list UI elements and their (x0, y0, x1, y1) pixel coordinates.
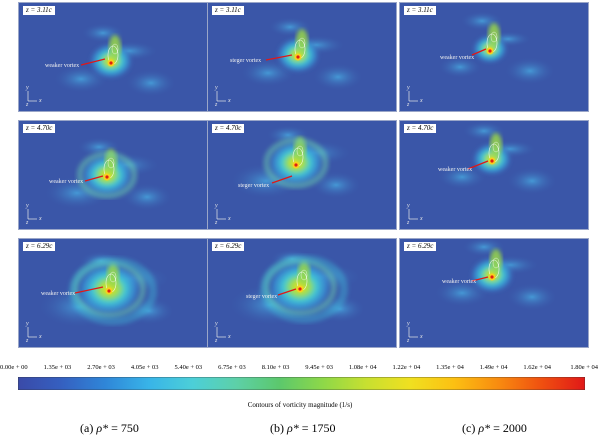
contour-panel-a-row2: z = 4.70c weaker vortex y x z (18, 120, 208, 230)
vortex-label: steger vortex (238, 183, 270, 189)
colorbar-tick-label: 1.22e + 04 (392, 364, 421, 371)
x-axis-label: x (39, 334, 42, 340)
colorbar-tick-label: 1.62e + 04 (523, 364, 552, 371)
z-axis-label: z (407, 220, 410, 226)
vorticity-contour-field (208, 239, 396, 347)
x-axis-label: x (39, 216, 42, 222)
vorticity-contour-field (400, 3, 588, 111)
z-position-label: z = 4.70c (212, 124, 245, 133)
colorbar-tick-label: 8.10e + 03 (261, 364, 290, 371)
colorbar (18, 377, 585, 390)
coordinate-axes: y x z (214, 321, 236, 344)
colorbar-tick-label: 1.35e + 04 (436, 364, 464, 371)
z-axis-label: z (26, 102, 29, 108)
vorticity-contour-field (208, 3, 396, 111)
caption-c: (c) ρ* = 2000 (462, 421, 527, 435)
contour-panel-a-row1: z = 3.11c weaker vortex y x z (18, 2, 208, 112)
colorbar-tick-label: 6.75e + 03 (218, 364, 246, 371)
vortex-label: weaker vortex (41, 291, 76, 297)
vorticity-contour-field (19, 239, 207, 347)
contour-panel-c-row2: z = 4.70c weaker vortex y x z (399, 120, 589, 230)
coordinate-axes: y x z (214, 203, 236, 226)
y-axis-label: y (215, 85, 218, 91)
contour-panel-a-row3: z = 6.29c weaker vortex y x z (18, 238, 208, 348)
colorbar-tick-label: 5.40e + 03 (174, 364, 203, 371)
coordinate-axes: y x z (25, 85, 47, 108)
z-position-label: z = 6.29c (404, 242, 437, 251)
vorticity-contour-field (19, 121, 207, 229)
z-axis-label: z (215, 102, 218, 108)
coordinate-axes: y x z (406, 203, 428, 226)
caption-b: (b) ρ* = 1750 (270, 421, 336, 435)
z-axis-label: z (215, 338, 218, 344)
colorbar-tick-label: 1.80e + 04 (570, 364, 598, 371)
y-axis-label: y (407, 321, 410, 327)
x-axis-label: x (228, 98, 231, 104)
vorticity-contour-field (208, 121, 396, 229)
colorbar-tick-label: 2.70e + 03 (87, 364, 115, 371)
z-position-label: z = 4.70c (23, 124, 56, 133)
vortex-label: steger vortex (230, 58, 262, 64)
colorbar-tick-labels: 0.00e + 00 1.35e + 03 2.70e + 03 4.05e + 03… (0, 364, 600, 374)
y-axis-label: y (26, 321, 29, 327)
y-axis-label: y (407, 85, 410, 91)
vorticity-contour-field (400, 239, 588, 347)
y-axis-label: y (215, 203, 218, 209)
z-axis-label: z (215, 220, 218, 226)
coordinate-axes: y x z (25, 203, 47, 226)
coordinate-axes: y x z (25, 321, 47, 344)
z-position-label: z = 3.11c (404, 6, 436, 15)
vorticity-contour-field (19, 3, 207, 111)
contour-panel-c-row1: z = 3.11c weaker vortex y x z (399, 2, 589, 112)
coordinate-axes: y x z (214, 85, 236, 108)
contour-panel-b-row2: z = 4.70c steger vortex y x z (207, 120, 397, 230)
z-position-label: z = 6.29c (212, 242, 245, 251)
z-position-label: z = 3.11c (23, 6, 55, 15)
colorbar-tick-label: 1.49e + 04 (479, 364, 508, 371)
x-axis-label: x (420, 334, 423, 340)
vortex-label: weaker vortex (442, 279, 477, 285)
colorbar-tick-label: 1.35e + 03 (43, 364, 72, 371)
z-axis-label: z (407, 102, 410, 108)
x-axis-label: x (228, 216, 231, 222)
y-axis-label: y (26, 203, 29, 209)
y-axis-label: y (215, 321, 218, 327)
y-axis-label: y (407, 203, 410, 209)
contour-panel-b-row1: z = 3.11c steger vortex y x z (207, 2, 397, 112)
z-position-label: z = 6.29c (23, 242, 56, 251)
vorticity-contour-field (400, 121, 588, 229)
vortex-label: weaker vortex (49, 179, 84, 185)
vortex-label: weaker vortex (45, 63, 80, 69)
x-axis-label: x (39, 98, 42, 104)
z-axis-label: z (26, 338, 29, 344)
contour-panel-c-row3: z = 6.29c weaker vortex y x z (399, 238, 589, 348)
coordinate-axes: y x z (406, 321, 428, 344)
caption-a: (a) ρ* = 750 (80, 421, 139, 435)
z-position-label: z = 4.70c (404, 124, 437, 133)
z-axis-label: z (26, 220, 29, 226)
colorbar-tick-label: 4.05e + 03 (130, 364, 159, 371)
x-axis-label: x (420, 98, 423, 104)
vortex-label: weaker vortex (440, 55, 475, 61)
x-axis-label: x (420, 216, 423, 222)
vortex-label: weaker vortex (438, 167, 473, 173)
colorbar-tick-label: 9.45e + 03 (305, 364, 333, 371)
z-position-label: z = 3.11c (212, 6, 244, 15)
colorbar-tick-label: 0.00e + 00 (0, 364, 28, 371)
colorbar-tick-label: 1.08e + 04 (348, 364, 377, 371)
colorbar-title: Contours of vorticity magnitude (1/s) (247, 401, 353, 409)
z-axis-label: z (407, 338, 410, 344)
x-axis-label: x (228, 334, 231, 340)
vortex-label: steger vortex (246, 294, 278, 300)
contour-panel-b-row3: z = 6.29c steger vortex y x z (207, 238, 397, 348)
y-axis-label: y (26, 85, 29, 91)
coordinate-axes: y x z (406, 85, 428, 108)
